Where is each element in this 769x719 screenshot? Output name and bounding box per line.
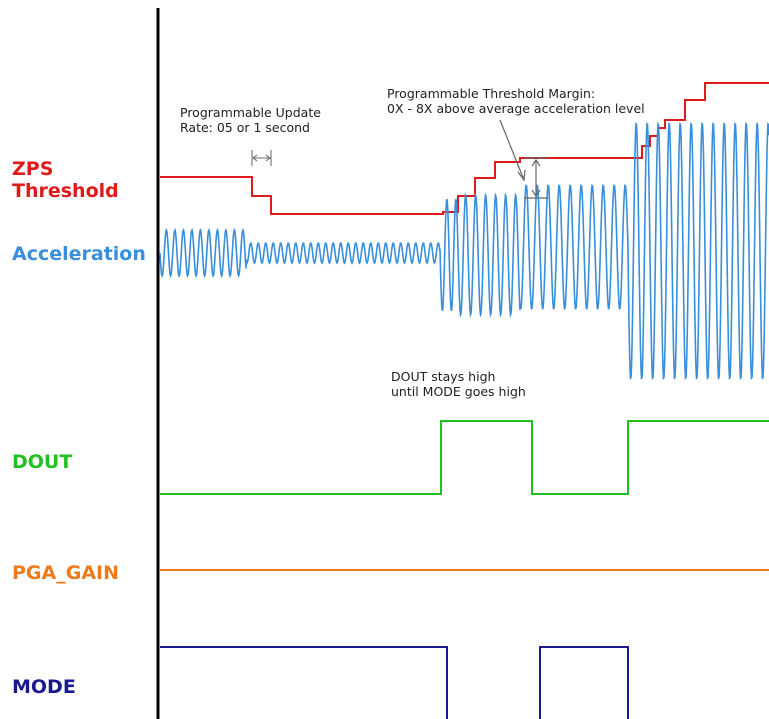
dout-annotation: DOUT stays high until MODE goes high xyxy=(391,369,526,399)
acceleration-label: Acceleration xyxy=(12,243,146,265)
mode-trace-pulse xyxy=(539,646,629,719)
mode-trace xyxy=(160,646,448,719)
threshold-margin-marker xyxy=(499,119,548,199)
pga-gain-label: PGA_GAIN xyxy=(12,562,119,584)
threshold-margin-line1: Programmable Threshold Margin: xyxy=(387,86,596,101)
zps-threshold-label: ZPS Threshold xyxy=(12,158,119,202)
update-rate-marker xyxy=(251,150,272,166)
threshold-margin-line2: 0X - 8X above average acceleration level xyxy=(387,101,645,116)
zps-label-line1: ZPS xyxy=(12,158,54,180)
mode-label: MODE xyxy=(12,676,76,698)
update-rate-annotation: Programmable Update Rate: 05 or 1 second xyxy=(180,105,321,135)
acceleration-trace xyxy=(159,121,769,381)
dout-annotation-line2: until MODE goes high xyxy=(391,384,526,399)
dout-trace xyxy=(160,420,769,495)
zps-label-line2: Threshold xyxy=(12,180,119,202)
update-rate-line1: Programmable Update xyxy=(180,105,321,120)
threshold-margin-annotation: Programmable Threshold Margin: 0X - 8X a… xyxy=(387,86,645,116)
dout-label: DOUT xyxy=(12,451,73,473)
zps-threshold-trace xyxy=(160,82,769,215)
update-rate-line2: Rate: 05 or 1 second xyxy=(180,120,310,135)
dout-annotation-line1: DOUT stays high xyxy=(391,369,496,384)
